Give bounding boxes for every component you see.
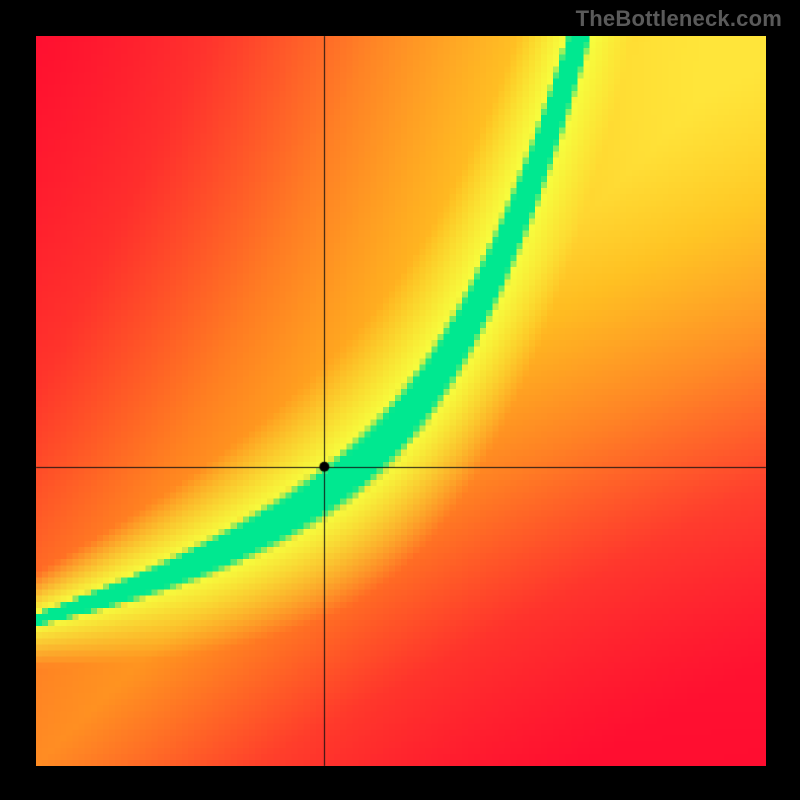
- overlay-canvas: [0, 0, 800, 800]
- chart-container: TheBottleneck.com: [0, 0, 800, 800]
- watermark-label: TheBottleneck.com: [576, 6, 782, 32]
